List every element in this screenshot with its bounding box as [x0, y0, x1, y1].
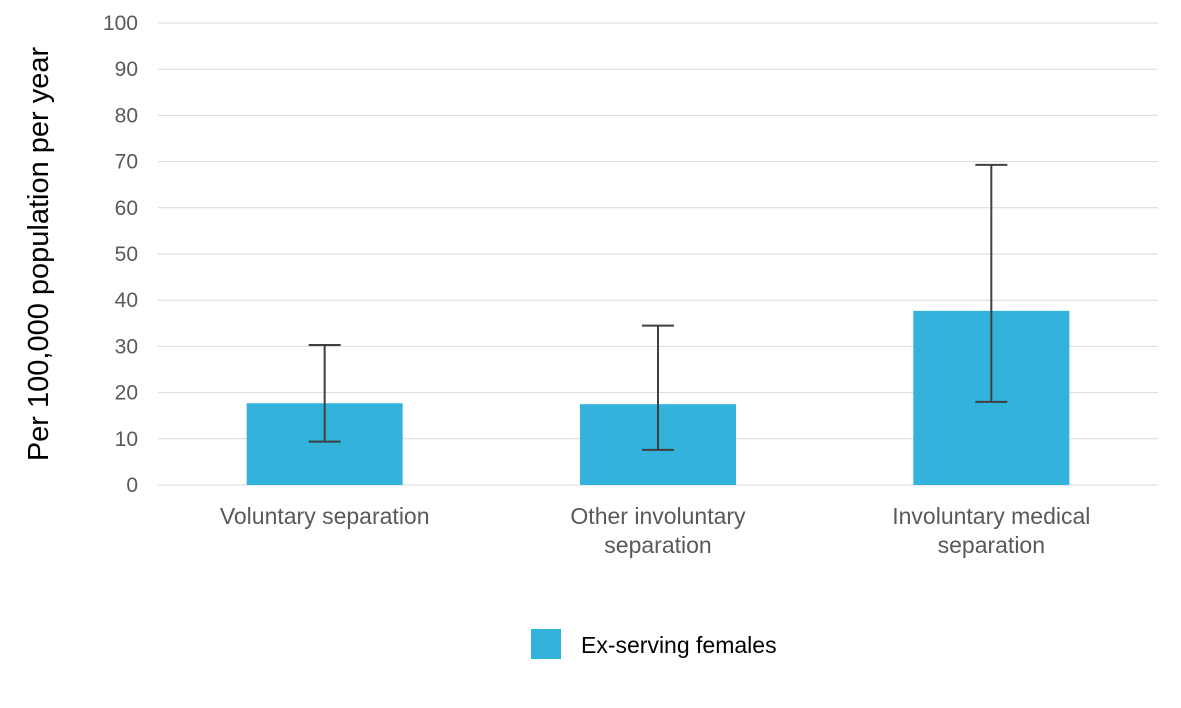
x-tick-label-line: Involuntary medical: [892, 503, 1090, 529]
y-tick-label: 40: [115, 289, 138, 312]
legend: Ex-serving females: [531, 629, 777, 659]
y-axis-tick-labels: 0 10 20 30 40 50 60 70 80 90 100: [103, 12, 138, 497]
x-tick-label: Voluntary separation: [220, 503, 430, 529]
y-tick-label: 90: [115, 58, 138, 81]
error-bars: [308, 163, 1008, 451]
y-tick-label: 70: [115, 151, 138, 174]
x-tick-label-line: separation: [938, 532, 1045, 558]
legend-swatch: [531, 629, 561, 659]
y-tick-label: 10: [115, 428, 138, 451]
y-tick-label: 0: [126, 474, 138, 497]
x-tick-label-line: Voluntary separation: [220, 503, 430, 529]
legend-label: Ex-serving females: [581, 632, 777, 658]
x-tick-label-line: Other involuntary: [570, 503, 746, 529]
x-tick-label-line: separation: [604, 532, 711, 558]
y-tick-label: 30: [115, 335, 138, 358]
y-axis-title: Per 100,000 population per year: [23, 46, 55, 461]
x-tick-label: Other involuntary separation: [570, 503, 746, 558]
x-tick-label: Involuntary medical separation: [892, 503, 1090, 558]
y-tick-label: 100: [103, 12, 138, 35]
y-tick-label: 80: [115, 104, 138, 127]
y-tick-label: 20: [115, 382, 138, 405]
y-tick-label: 50: [115, 243, 138, 266]
y-tick-label: 60: [115, 197, 138, 220]
x-axis-category-labels: Voluntary separation Other involuntary sep…: [220, 503, 1091, 558]
